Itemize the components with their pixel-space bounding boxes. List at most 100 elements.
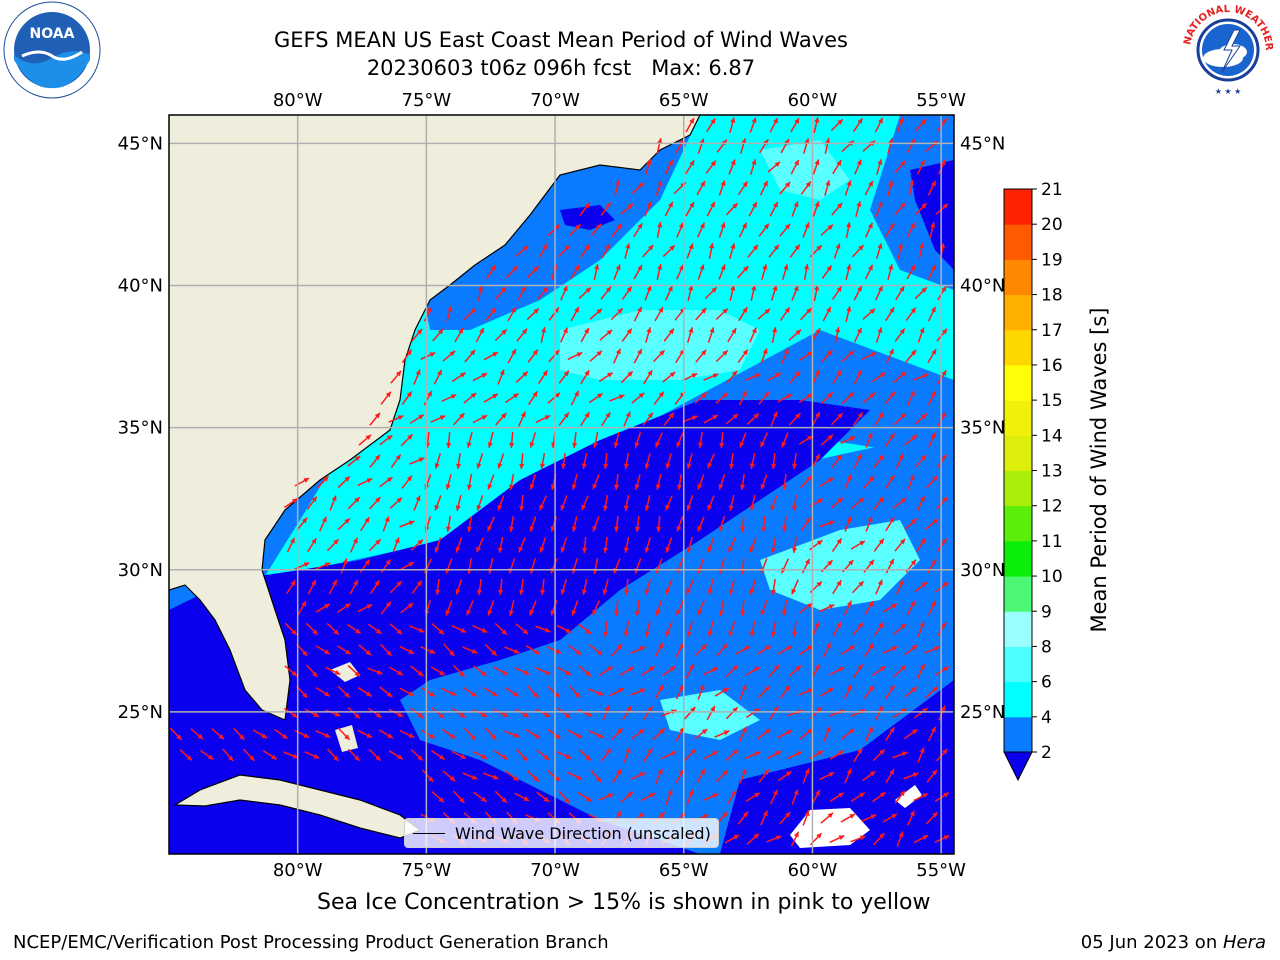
wave-arrowhead bbox=[605, 202, 611, 209]
wave-arrowhead bbox=[868, 685, 874, 692]
wave-arrowhead bbox=[492, 352, 499, 357]
colorbar-segment bbox=[1004, 189, 1032, 225]
wave-arrowhead bbox=[932, 476, 938, 482]
wave-arrowhead bbox=[492, 393, 498, 399]
wave-arrowhead bbox=[919, 159, 925, 166]
wave-arrowhead bbox=[763, 769, 769, 776]
wave-arrowhead bbox=[345, 649, 351, 655]
wave-arrowhead bbox=[365, 649, 372, 656]
wave-arrowhead bbox=[523, 796, 530, 801]
wave-arrowhead bbox=[562, 327, 568, 334]
wave-arrowhead bbox=[354, 671, 360, 677]
wave-arrowhead bbox=[491, 650, 497, 656]
lat-tick-right: 40°N bbox=[960, 276, 1005, 297]
wave-arrowhead bbox=[836, 160, 842, 166]
wave-arrowhead bbox=[448, 650, 455, 657]
colorbar-segment bbox=[1004, 681, 1032, 718]
no-data-patch bbox=[790, 785, 922, 848]
wave-arrowhead bbox=[476, 546, 482, 553]
wave-arrowhead bbox=[718, 483, 724, 490]
wave-arrowhead bbox=[647, 748, 653, 754]
wave-arrowhead bbox=[773, 706, 779, 712]
wave-arrowhead bbox=[656, 526, 662, 532]
wave-arrowhead bbox=[481, 627, 488, 633]
noaa-logo: NOAA bbox=[2, 0, 102, 104]
wave-arrowhead bbox=[352, 537, 358, 544]
wave-arrowhead bbox=[312, 629, 318, 635]
wave-arrowhead bbox=[513, 648, 520, 654]
wave-arrowhead bbox=[406, 475, 412, 482]
wave-arrowhead bbox=[742, 307, 748, 313]
wave-arrowhead bbox=[899, 790, 905, 797]
wave-arrowhead bbox=[574, 306, 579, 313]
wave-arrowhead bbox=[806, 476, 812, 482]
wave-arrowhead bbox=[311, 538, 317, 544]
wave-arrowhead bbox=[754, 751, 761, 757]
wave-arrowhead bbox=[879, 792, 886, 798]
wave-arrowhead bbox=[791, 505, 798, 511]
wave-arrowhead bbox=[846, 516, 852, 523]
wave-arrowhead bbox=[639, 772, 646, 778]
footer-host: Hera bbox=[1222, 932, 1266, 953]
wave-arrowhead bbox=[751, 117, 757, 124]
wave-arrowhead bbox=[311, 579, 316, 586]
wave-arrowhead bbox=[760, 441, 766, 448]
wave-arrowhead bbox=[500, 286, 507, 293]
wave-arrowhead bbox=[877, 159, 883, 165]
wave-arrowhead bbox=[334, 669, 341, 675]
wave-arrowhead bbox=[571, 609, 577, 616]
wave-arrowhead bbox=[731, 370, 738, 377]
wave-arrowhead bbox=[701, 729, 708, 735]
wave-arrowhead bbox=[815, 411, 820, 418]
wave-arrowhead bbox=[634, 484, 640, 490]
wave-arrowhead bbox=[784, 307, 790, 314]
wave-arrowhead bbox=[911, 434, 918, 441]
wave-arrowhead bbox=[932, 686, 938, 692]
colorbar-tick-label: 19 bbox=[1041, 250, 1063, 270]
wave-arrowhead bbox=[718, 610, 725, 616]
wave-arrowhead bbox=[846, 306, 852, 312]
wave-arrowhead bbox=[574, 265, 579, 271]
wave-arrowhead bbox=[396, 581, 402, 587]
wave-arrowhead bbox=[846, 180, 852, 187]
wave-arrowhead bbox=[849, 436, 856, 442]
wave-arrowhead bbox=[786, 730, 793, 735]
wave-arrowhead bbox=[920, 538, 926, 544]
wave-arrowhead bbox=[931, 769, 937, 776]
wave-arrowhead bbox=[686, 588, 692, 595]
wave-arrowhead bbox=[626, 286, 632, 293]
wave-arrowhead bbox=[676, 525, 682, 532]
wave-arrowhead bbox=[730, 285, 736, 291]
wave-arrowhead bbox=[760, 609, 766, 616]
wave-arrowhead bbox=[838, 835, 845, 841]
wave-arrowhead bbox=[480, 670, 487, 676]
wave-arrowhead bbox=[408, 649, 415, 654]
land-bahamas bbox=[330, 662, 360, 752]
wave-arrowhead bbox=[669, 372, 676, 378]
wave-arrowhead bbox=[877, 327, 883, 333]
lon-tick-top: 80°W bbox=[273, 90, 323, 111]
wave-arrowhead bbox=[534, 733, 540, 739]
wave-arrowhead bbox=[791, 588, 797, 595]
lat-tick-left: 35°N bbox=[118, 418, 163, 439]
map-frame bbox=[168, 114, 955, 855]
wave-arrowhead bbox=[728, 630, 734, 637]
colorbar-segment bbox=[1004, 259, 1032, 296]
wave-arrowhead bbox=[825, 642, 831, 649]
wave-arrowhead bbox=[784, 223, 791, 230]
wave-arrowhead bbox=[686, 547, 692, 553]
wave-arrowhead bbox=[638, 392, 645, 399]
chart-title: GEFS MEAN US East Coast Mean Period of W… bbox=[0, 26, 1122, 82]
wave-arrowhead bbox=[786, 645, 792, 651]
wave-arrowhead bbox=[921, 203, 927, 209]
wave-arrowhead bbox=[397, 415, 404, 421]
wave-arrowhead bbox=[449, 350, 456, 357]
wave-arrowhead bbox=[302, 650, 308, 656]
wave-arrowhead bbox=[712, 793, 719, 799]
wave-arrowhead bbox=[869, 392, 876, 399]
wave-arrowhead bbox=[761, 526, 767, 532]
wave-arrowhead bbox=[498, 589, 504, 595]
wave-arrowhead bbox=[733, 835, 739, 840]
wave-arrowhead bbox=[732, 749, 739, 755]
lon-tick-top: 60°W bbox=[788, 90, 838, 111]
